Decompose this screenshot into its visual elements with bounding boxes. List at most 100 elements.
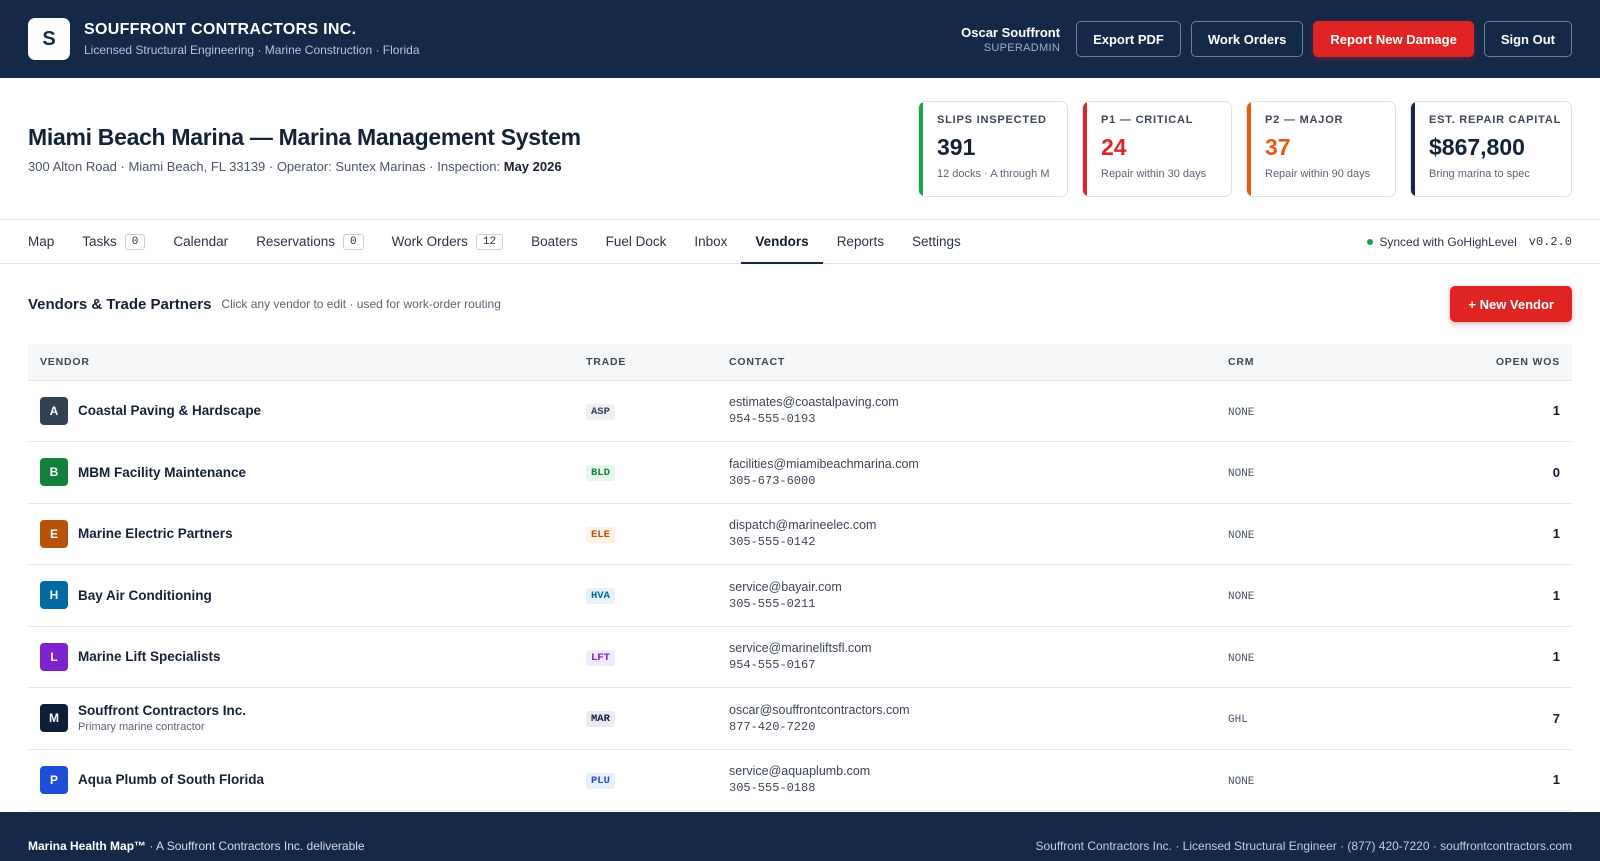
stat-label: P1 — CRITICAL — [1101, 113, 1194, 126]
section-title: Vendors & Trade Partners — [28, 295, 212, 313]
vendor-name[interactable]: Marine Lift Specialists — [78, 649, 221, 665]
tab-map[interactable]: Map — [14, 220, 68, 263]
contact-cell: service@bayair.com 305-555-0211 — [729, 565, 1228, 627]
stat-value: 24 — [1101, 133, 1127, 160]
contact-phone: 305-555-0211 — [729, 596, 816, 611]
stat-card: P1 — CRITICAL 24 Repair within 30 days — [1082, 100, 1232, 197]
table-row[interactable]: A Coastal Paving & Hardscape ASP estimates@… — [28, 380, 1572, 442]
vendor-name-block: Coastal Paving & Hardscape — [78, 403, 261, 418]
tab-settings[interactable]: Settings — [898, 220, 975, 263]
tab-count-badge: 0 — [342, 233, 364, 250]
work-orders-button[interactable]: Work Orders — [1190, 21, 1304, 57]
vendor-name[interactable]: Coastal Paving & Hardscape — [78, 403, 262, 419]
open-wos-count: 1 — [1552, 526, 1560, 542]
contact-phone: 305-673-6000 — [729, 473, 816, 488]
open-wos-cell: 7 — [1408, 688, 1572, 750]
contact-email: dispatch@marineelec.com — [729, 518, 877, 533]
tab-boaters[interactable]: Boaters — [517, 220, 592, 263]
vendor-info: E Marine Electric Partners — [28, 519, 586, 548]
table-row[interactable]: P Aqua Plumb of South Florida PLU service@a… — [28, 749, 1572, 811]
vendor-cell: M Souffront Contractors Inc. Primary marin… — [28, 688, 586, 750]
trade-badge: MAR — [586, 711, 615, 728]
contact-email: facilities@miamibeachmarina.com — [729, 456, 919, 471]
vendor-avatar: B — [40, 458, 68, 487]
tab-label: Calendar — [173, 234, 229, 249]
brand-block: SOUFFRONT CONTRACTORS INC. Licensed Stru… — [84, 21, 420, 57]
vendor-info: M Souffront Contractors Inc. Primary marin… — [28, 703, 586, 733]
tab-vendors[interactable]: Vendors — [741, 220, 823, 264]
tab-label: Reports — [836, 234, 884, 249]
vendor-name[interactable]: Marine Electric Partners — [78, 526, 233, 542]
stat-note: Repair within 30 days — [1101, 167, 1207, 180]
tab-work-orders[interactable]: Work Orders 12 — [378, 220, 517, 263]
tab-label: Settings — [911, 234, 961, 249]
crm-value: NONE — [1228, 652, 1255, 665]
property-details: 300 Alton Road · Miami Beach, FL 33139 ·… — [28, 159, 581, 174]
crm-cell: NONE — [1228, 442, 1408, 504]
stat-card: SLIPS INSPECTED 391 12 docks · A through M — [918, 100, 1068, 197]
table-row[interactable]: L Marine Lift Specialists LFT service@marin… — [28, 626, 1572, 688]
crm-value: NONE — [1228, 468, 1255, 481]
crm-value: NONE — [1228, 775, 1255, 788]
new-vendor-button[interactable]: + New Vendor — [1450, 286, 1572, 322]
vendor-info: B MBM Facility Maintenance — [28, 458, 586, 487]
vendor-cell: P Aqua Plumb of South Florida — [28, 749, 586, 811]
trade-badge: ASP — [586, 403, 615, 420]
crm-value: NONE — [1228, 406, 1255, 419]
contact-phone: 954-555-0193 — [729, 412, 816, 427]
vendor-avatar: M — [40, 704, 68, 733]
tab-label: Fuel Dock — [605, 234, 667, 249]
table-row[interactable]: M Souffront Contractors Inc. Primary marin… — [28, 688, 1572, 750]
tab-list: Map Tasks 0 Calendar Reservations 0 Work Order… — [14, 220, 975, 264]
trade-cell: HVA — [586, 565, 729, 627]
trade-badge: ELE — [586, 526, 615, 543]
report-damage-button[interactable]: Report New Damage — [1313, 21, 1474, 57]
open-wos-cell: 1 — [1408, 749, 1572, 811]
footer-contact: Souffront Contractors Inc. · Licensed St… — [1035, 838, 1573, 853]
nav-tabs: Map Tasks 0 Calendar Reservations 0 Work Order… — [0, 220, 1600, 264]
contact-email: oscar@souffrontcontractors.com — [729, 702, 910, 717]
user-info: Oscar Souffront SUPERADMIN — [961, 25, 1060, 54]
contact-cell: dispatch@marineelec.com 305-555-0142 — [729, 503, 1228, 565]
vendor-name[interactable]: Souffront Contractors Inc. — [78, 703, 246, 719]
contact-email: service@aquaplumb.com — [729, 764, 871, 779]
table-row[interactable]: H Bay Air Conditioning HVA service@bayair.c… — [28, 565, 1572, 627]
tab-tasks[interactable]: Tasks 0 — [68, 220, 159, 263]
vendor-cell: H Bay Air Conditioning — [28, 565, 586, 627]
table-row[interactable]: B MBM Facility Maintenance BLD facilities@m… — [28, 442, 1572, 504]
tab-label: Map — [28, 234, 55, 249]
tab-reservations[interactable]: Reservations 0 — [242, 220, 377, 263]
contact-cell: facilities@miamibeachmarina.com 305-673-6… — [729, 442, 1228, 504]
page-title: Miami Beach Marina — Marina Management S… — [28, 123, 581, 150]
contact-cell: service@aquaplumb.com 305-555-0188 — [729, 749, 1228, 811]
sign-out-button[interactable]: Sign Out — [1483, 21, 1572, 57]
open-wos-cell: 1 — [1408, 503, 1572, 565]
user-name: Oscar Souffront — [961, 24, 1061, 40]
trade-cell: ASP — [586, 380, 729, 442]
header-actions: Oscar Souffront SUPERADMIN Export PDF Wo… — [961, 21, 1572, 57]
stat-note: Bring marina to spec — [1429, 167, 1530, 180]
tab-count-badge: 0 — [124, 233, 146, 250]
vendor-name[interactable]: MBM Facility Maintenance — [78, 464, 247, 480]
tab-inbox[interactable]: Inbox — [680, 220, 741, 263]
vendor-info: A Coastal Paving & Hardscape — [28, 396, 586, 425]
tab-reports[interactable]: Reports — [823, 220, 898, 263]
export-pdf-button[interactable]: Export PDF — [1076, 21, 1181, 57]
table-row[interactable]: E Marine Electric Partners ELE dispatch@mar… — [28, 503, 1572, 565]
trade-cell: ELE — [586, 503, 729, 565]
stat-label: P2 — MAJOR — [1265, 113, 1344, 126]
vendor-name[interactable]: Bay Air Conditioning — [78, 587, 212, 603]
open-wos-count: 7 — [1552, 710, 1560, 726]
open-wos-count: 1 — [1552, 587, 1560, 603]
vendor-cell: L Marine Lift Specialists — [28, 626, 586, 688]
vendor-name-block: Souffront Contractors Inc. Primary marine… — [78, 703, 246, 733]
vendor-name[interactable]: Aqua Plumb of South Florida — [78, 772, 264, 788]
tab-calendar[interactable]: Calendar — [159, 220, 242, 263]
contact-phone: 305-555-0142 — [729, 535, 816, 550]
contact-phone: 954-555-0167 — [729, 658, 816, 673]
tab-fuel-dock[interactable]: Fuel Dock — [592, 220, 681, 263]
contact-email: estimates@coastalpaving.com — [729, 395, 899, 410]
stat-value: 37 — [1265, 133, 1291, 160]
vendor-cell: B MBM Facility Maintenance — [28, 442, 586, 504]
contact-email: service@bayair.com — [729, 579, 842, 594]
